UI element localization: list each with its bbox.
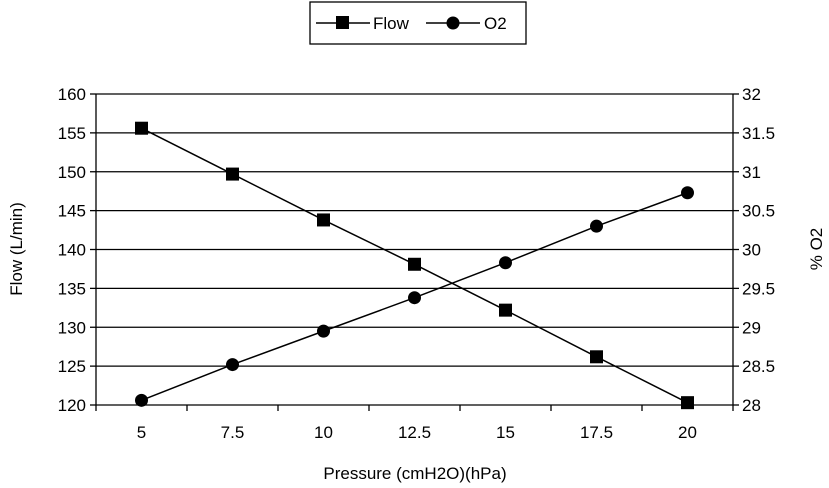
series-o2 (135, 186, 694, 407)
right-tick-label: 28 (742, 396, 761, 415)
left-tick-label: 135 (58, 279, 86, 298)
left-tick-label: 155 (58, 124, 86, 143)
left-axis-ticks: 120 125 130 135 140 145 150 155 160 (58, 85, 96, 415)
legend: Flow O2 (309, 1, 527, 45)
x-tick-label: 17.5 (580, 423, 613, 442)
left-tick-label: 130 (58, 318, 86, 337)
left-axis-label: Flow (L/min) (7, 202, 26, 296)
legend-flow-marker (336, 16, 349, 29)
series-o2-point (499, 256, 512, 270)
x-axis-ticks: 5 7.5 10 12.5 15 17.5 20 (95, 405, 734, 442)
x-axis-label: Pressure (cmH2O)(hPa) (323, 464, 506, 483)
left-tick-label: 125 (58, 357, 86, 376)
left-tick-label: 120 (58, 396, 86, 415)
right-tick-label: 30 (742, 241, 761, 260)
series-o2-point (135, 393, 148, 407)
legend-o2-label: O2 (484, 14, 507, 33)
left-tick-label: 145 (58, 202, 86, 221)
series-flow-point (226, 167, 239, 181)
series-flow-point (408, 257, 421, 271)
x-tick-label: 5 (137, 423, 146, 442)
legend-flow-label: Flow (373, 14, 410, 33)
series-o2-point (590, 219, 603, 233)
right-axis-label: % O2 (807, 228, 826, 271)
series-o2-point (408, 291, 421, 305)
series-o2-point (681, 186, 694, 200)
x-tick-label: 15 (496, 423, 515, 442)
right-axis-ticks: 28 28.5 29 29.5 30 30.5 31 31.5 32 (733, 85, 775, 415)
x-tick-label: 7.5 (221, 423, 245, 442)
right-tick-label: 32 (742, 85, 761, 104)
left-tick-label: 160 (58, 85, 86, 104)
left-tick-label: 140 (58, 241, 86, 260)
right-tick-label: 29 (742, 318, 761, 337)
x-tick-label: 10 (314, 423, 333, 442)
series-flow (135, 121, 694, 410)
right-tick-label: 28.5 (742, 357, 775, 376)
right-tick-label: 29.5 (742, 279, 775, 298)
right-tick-label: 31 (742, 163, 761, 182)
series-flow-point (681, 396, 694, 410)
x-tick-label: 20 (678, 423, 697, 442)
series-layer (135, 121, 694, 410)
legend-o2-marker (446, 16, 460, 30)
series-flow-point (499, 303, 512, 317)
series-flow-point (135, 121, 148, 135)
gridlines (96, 93, 733, 367)
x-tick-label: 12.5 (398, 423, 431, 442)
series-o2-point (317, 324, 330, 338)
series-o2-point (226, 358, 239, 372)
series-flow-point (590, 350, 603, 364)
right-tick-label: 30.5 (742, 202, 775, 221)
right-tick-label: 31.5 (742, 124, 775, 143)
left-tick-label: 150 (58, 163, 86, 182)
series-flow-point (317, 213, 330, 227)
